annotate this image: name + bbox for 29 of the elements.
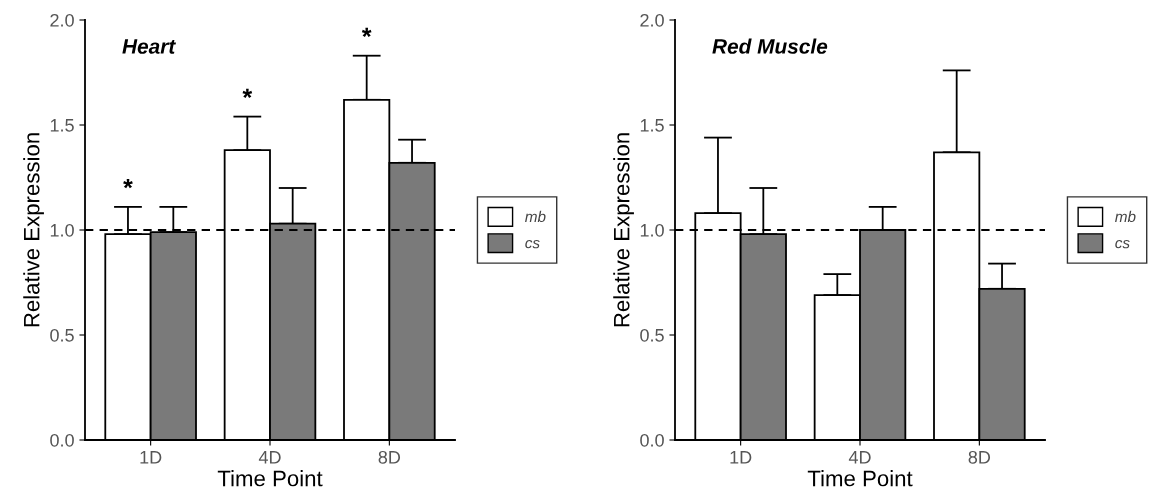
x-axis-title: Time Point	[217, 470, 323, 487]
x-tick-label: 8D	[968, 450, 991, 464]
legend-label: mb	[1115, 210, 1136, 223]
text: Red Muscle	[712, 38, 828, 54]
y-tick-label: 1.5	[640, 119, 664, 132]
y-tick-label: 0.5	[640, 328, 664, 342]
x-tick-label: 4D	[258, 451, 281, 464]
y-tick-label: 0.0	[50, 433, 74, 447]
y-tick-label: 2.0	[640, 13, 664, 27]
x-axis-title: Time Point	[807, 470, 913, 487]
legend-label: cs	[525, 239, 540, 249]
legend-label: cs	[1115, 239, 1130, 249]
y-tick-label: 0.0	[640, 433, 664, 447]
y-tick-label: 0.5	[50, 328, 74, 342]
annotation: *	[242, 88, 253, 98]
text: Heart	[122, 39, 176, 54]
y-tick-label: 1.0	[50, 223, 74, 237]
x-tick-label: 1D	[730, 451, 752, 464]
y-axis-title: Relative Expression	[23, 133, 44, 327]
y-tick-label: 1.0	[640, 223, 664, 237]
x-tick-label: 1D	[140, 451, 162, 464]
x-tick-label: 8D	[378, 450, 401, 464]
x-tick-label: 4D	[848, 451, 871, 464]
y-axis-title: Relative Expression	[613, 133, 634, 327]
legend-label: mb	[525, 210, 546, 223]
annotation: *	[123, 178, 133, 189]
y-tick-label: 2.0	[50, 13, 74, 27]
annotation: *	[361, 27, 372, 38]
y-tick-label: 1.5	[50, 119, 74, 132]
